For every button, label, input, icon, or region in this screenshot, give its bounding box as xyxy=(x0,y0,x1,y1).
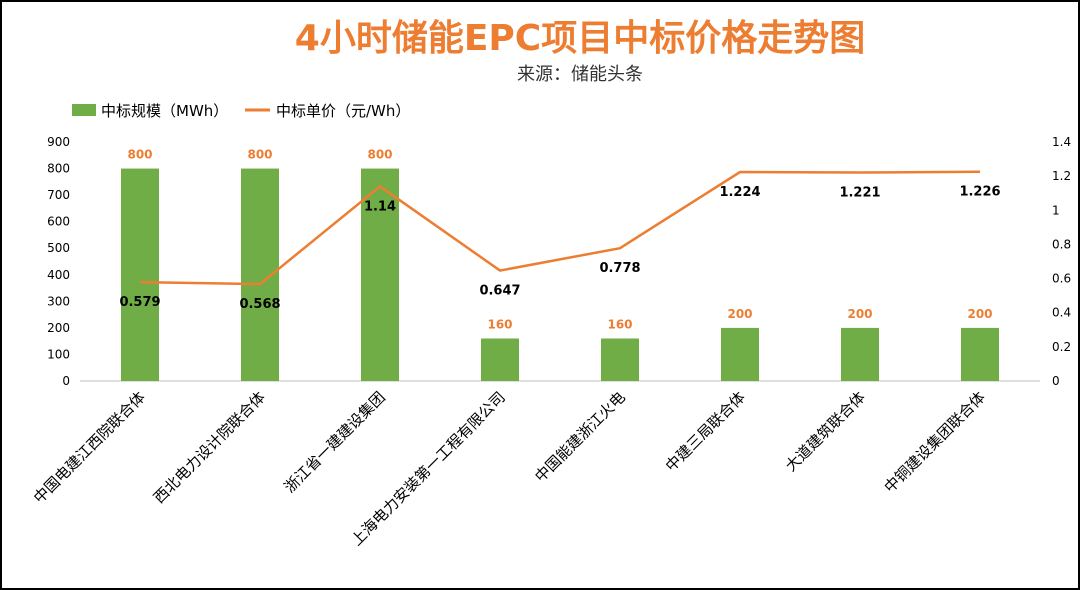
line-data-label: 0.647 xyxy=(479,284,520,299)
y-left-tick: 500 xyxy=(47,241,70,255)
line-data-label: 1.221 xyxy=(839,186,880,201)
bar xyxy=(121,168,159,381)
y-left-tick: 200 xyxy=(47,321,70,335)
chart-title: 4小时储能EPC项目中标价格走势图 xyxy=(295,18,865,59)
bar-data-label: 200 xyxy=(967,307,992,321)
legend-line-label: 中标单价（元/Wh） xyxy=(276,102,410,120)
y-left-tick: 0 xyxy=(62,374,70,388)
price-line xyxy=(139,170,981,286)
chart-subtitle: 来源：储能头条 xyxy=(517,64,643,85)
y-right-tick: 0.6 xyxy=(1052,272,1071,286)
y-left-tick: 300 xyxy=(47,294,70,308)
line-data-label: 0.568 xyxy=(239,297,280,312)
category-label: 中国电建江西院联合体 xyxy=(30,388,149,507)
y-right-tick: 0.2 xyxy=(1052,340,1071,354)
y-left-tick: 900 xyxy=(47,135,70,149)
line-data-label: 0.778 xyxy=(599,261,640,276)
category-label: 浙江省一建建设集团 xyxy=(281,388,389,496)
bar xyxy=(961,327,999,381)
y-left-tick: 400 xyxy=(47,268,70,282)
bar-data-label: 160 xyxy=(487,318,512,332)
y-right-tick: 1 xyxy=(1052,203,1060,217)
legend-bar-swatch xyxy=(72,104,96,116)
y-right-tick: 1.4 xyxy=(1052,135,1071,149)
category-label: 中铜建设集团联合体 xyxy=(881,388,989,496)
category-label: 大道建筑联合体 xyxy=(782,388,869,475)
bar-data-label: 800 xyxy=(127,148,152,162)
y-right-tick: 0.4 xyxy=(1052,306,1071,320)
bar xyxy=(361,168,399,381)
bar xyxy=(481,338,519,381)
line-data-label: 1.14 xyxy=(364,199,396,214)
y-right-tick: 0.8 xyxy=(1052,237,1071,251)
y-left-tick: 800 xyxy=(47,162,70,176)
y-left-tick: 100 xyxy=(47,347,70,361)
line-data-label: 1.224 xyxy=(719,185,760,200)
bar xyxy=(601,338,639,381)
y-right-tick: 1.2 xyxy=(1052,169,1071,183)
y-left-tick: 700 xyxy=(47,188,70,202)
bar-data-label: 200 xyxy=(727,307,752,321)
bar-data-label: 800 xyxy=(247,148,272,162)
category-label: 西北电力设计院联合体 xyxy=(150,388,269,507)
bar-data-label: 160 xyxy=(607,318,632,332)
y-right-tick: 0 xyxy=(1052,374,1060,388)
bar xyxy=(841,327,879,381)
bar-data-label: 800 xyxy=(367,148,392,162)
line-data-label: 0.579 xyxy=(119,295,160,310)
line-data-label: 1.226 xyxy=(959,185,1000,200)
bar xyxy=(721,327,759,381)
category-label: 中国能建浙江火电 xyxy=(531,388,629,486)
bar-data-label: 200 xyxy=(847,307,872,321)
legend-bar-label: 中标规模（MWh） xyxy=(101,102,228,120)
category-label: 中建三局联合体 xyxy=(662,388,749,475)
y-left-tick: 600 xyxy=(47,215,70,229)
